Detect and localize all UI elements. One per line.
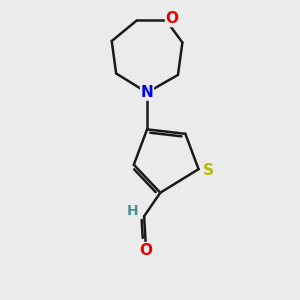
Text: O: O <box>140 243 153 258</box>
Text: N: N <box>141 85 153 100</box>
Text: O: O <box>166 11 178 26</box>
Text: H: H <box>127 204 139 218</box>
Text: S: S <box>202 163 214 178</box>
